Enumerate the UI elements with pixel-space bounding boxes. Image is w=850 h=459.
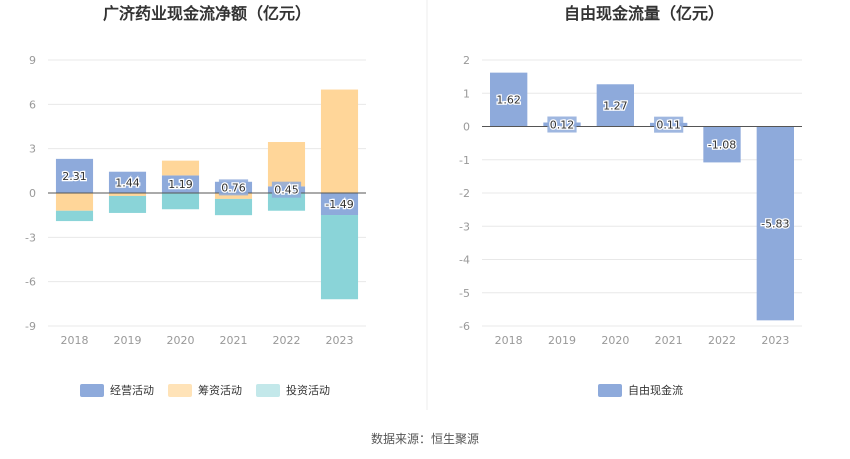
- y-tick-label: -5: [459, 287, 470, 300]
- y-tick-label: -2: [459, 187, 470, 200]
- x-tick-label: 2019: [548, 334, 576, 347]
- bar-投资活动-2023: [320, 215, 359, 300]
- chart-title-right: 自由现金流量（亿元）: [564, 4, 724, 23]
- data-label: 1.27: [603, 99, 628, 112]
- y-tick-label: -6: [25, 276, 36, 289]
- x-tick-label: 2018: [61, 334, 89, 347]
- data-label: 1.19: [168, 178, 193, 191]
- x-tick-label: 2020: [167, 334, 195, 347]
- data-label: 1.62: [496, 94, 521, 107]
- data-label-bg: [494, 91, 524, 108]
- y-tick-label: 6: [29, 98, 36, 111]
- bar-筹资活动-2023: [320, 89, 359, 193]
- bar-投资活动-2020: [161, 193, 200, 210]
- source-text: 数据来源：恒生聚源: [371, 431, 479, 446]
- data-label-bg: [654, 116, 684, 133]
- x-tick-label: 2020: [601, 334, 629, 347]
- y-tick-label: -3: [459, 220, 470, 233]
- y-tick-label: -9: [25, 320, 36, 333]
- bar-筹资活动-2018: [55, 193, 94, 211]
- data-label: 2.31: [62, 170, 87, 183]
- chart-title-left: 广济药业现金流净额（亿元）: [103, 4, 311, 23]
- data-label-bg: [59, 167, 90, 184]
- data-label: 0.11: [656, 119, 681, 132]
- x-tick-label: 2018: [495, 334, 523, 347]
- y-tick-label: 1: [463, 87, 470, 100]
- y-tick-label: 9: [29, 54, 36, 67]
- data-label-bg: [165, 176, 196, 193]
- y-tick-label: -6: [459, 320, 470, 333]
- y-tick-label: -4: [459, 254, 470, 267]
- data-label-bg: [757, 215, 794, 232]
- x-tick-label: 2022: [273, 334, 301, 347]
- data-label-bg: [321, 196, 358, 213]
- data-label: -1.49: [325, 198, 353, 211]
- data-label: -5.83: [761, 217, 789, 230]
- data-label: -1.08: [708, 138, 736, 151]
- bar-投资活动-2019: [108, 195, 147, 213]
- data-label-bg: [271, 181, 302, 198]
- legend-swatch[interactable]: [80, 384, 104, 397]
- bar-投资活动-2018: [55, 210, 94, 222]
- y-tick-label: 0: [463, 121, 470, 134]
- data-label: 0.45: [274, 184, 299, 197]
- x-tick-label: 2019: [114, 334, 142, 347]
- y-tick-label: 2: [463, 54, 470, 67]
- legend-swatch[interactable]: [256, 384, 280, 397]
- data-label-bg: [704, 136, 740, 153]
- y-tick-label: 3: [29, 143, 36, 156]
- legend-label[interactable]: 经营活动: [110, 383, 154, 397]
- y-tick-label: -3: [25, 231, 36, 244]
- x-tick-label: 2021: [655, 334, 683, 347]
- right-chart: -6 -5 -4 -3 -2 -1 0 1 2 1.62 0.12 1.27 0.11 -1.08 -5.8…: [459, 54, 802, 397]
- data-label-bg: [218, 179, 249, 196]
- x-tick-label: 2021: [220, 334, 248, 347]
- bar-筹资活动-2021: [214, 193, 253, 199]
- x-tick-label: 2022: [708, 334, 736, 347]
- bar-筹资活动-2019: [108, 193, 147, 196]
- x-tick-label: 2023: [326, 334, 354, 347]
- data-label-bg: [547, 116, 577, 133]
- y-tick-label: -1: [459, 154, 470, 167]
- x-tick-label: 2023: [761, 334, 789, 347]
- data-label: 0.76: [221, 181, 246, 194]
- data-label-bg: [112, 174, 143, 191]
- bar-投资活动-2021: [214, 198, 253, 216]
- data-label: 0.12: [550, 119, 575, 132]
- bar-筹资活动-2022: [267, 142, 306, 187]
- left-chart: -9 -6 -3 0 3 6 9 2.31 1.44 1.19 0.76 0.45 -1.49 2018 2…: [25, 54, 366, 397]
- data-label-bg: [600, 97, 630, 114]
- bar-筹资活动-2020: [161, 160, 200, 176]
- legend-label[interactable]: 投资活动: [286, 383, 330, 397]
- data-label: 1.44: [115, 176, 140, 189]
- legend-swatch[interactable]: [168, 384, 192, 397]
- legend-label[interactable]: 筹资活动: [198, 383, 242, 397]
- y-tick-label: 0: [29, 187, 36, 200]
- legend-swatch[interactable]: [598, 384, 622, 397]
- legend-label[interactable]: 自由现金流: [628, 383, 683, 397]
